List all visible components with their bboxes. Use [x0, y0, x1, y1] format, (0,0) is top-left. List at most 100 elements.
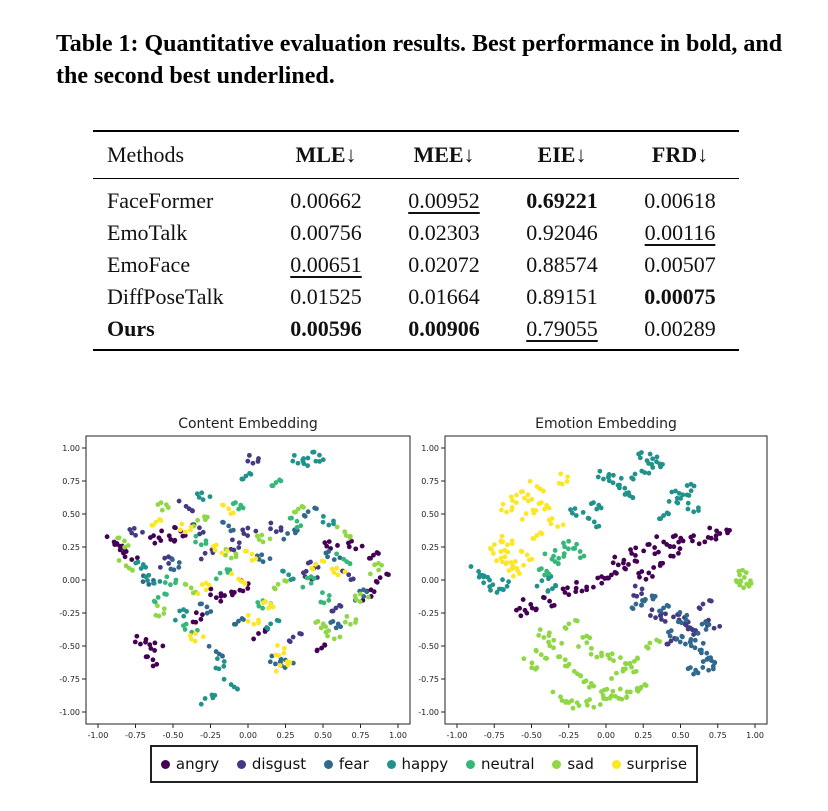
scatter-point-sad	[129, 567, 135, 573]
scatter-point-fear	[699, 621, 705, 627]
scatter-point-happy	[605, 474, 611, 480]
scatter-point-sad	[635, 655, 640, 661]
scatter-point-happy	[234, 686, 240, 692]
scatter-point-neutral	[260, 605, 266, 611]
scatter-point-angry	[160, 643, 166, 649]
mee-cell: 0.00906	[408, 316, 480, 341]
scatter-point-disgust	[176, 498, 182, 504]
scatter-point-neutral	[238, 502, 244, 508]
x-tick-label: -0.50	[521, 731, 542, 740]
scatter-point-surprise	[256, 620, 261, 626]
scatter-point-surprise	[510, 498, 515, 503]
scatter-point-disgust	[348, 577, 354, 583]
scatter-point-disgust	[245, 525, 251, 531]
scatter-point-fear	[692, 637, 698, 643]
scatter-point-happy	[240, 476, 246, 482]
scatter-point-angry	[518, 613, 524, 619]
scatter-point-angry	[229, 589, 234, 595]
scatter-point-fear	[666, 629, 671, 635]
scatter-point-sad	[325, 633, 330, 639]
scatter-point-happy	[320, 457, 326, 463]
table-row: Ours 0.00596 0.00906 0.79055 0.00289	[93, 313, 739, 350]
scatter-point-disgust	[255, 458, 261, 464]
scatter-point-disgust	[668, 638, 674, 644]
scatter-point-surprise	[245, 618, 251, 624]
scatter-point-fear	[314, 506, 319, 512]
scatter-point-neutral	[581, 553, 587, 559]
scatter-point-neutral	[298, 523, 304, 529]
scatter-point-sad	[627, 660, 633, 666]
scatter-point-fear	[325, 554, 330, 560]
scatter-point-happy	[650, 465, 656, 470]
scatter-point-happy	[291, 452, 297, 458]
x-tick-label: -0.75	[125, 731, 146, 740]
scatter-point-surprise	[226, 506, 232, 512]
scatter-point-angry	[650, 574, 655, 579]
scatter-point-fear	[710, 666, 716, 672]
scatter-point-surprise	[179, 521, 185, 527]
scatter-point-surprise	[499, 539, 505, 545]
scatter-point-surprise	[546, 517, 552, 523]
table-row: DiffPoseTalk 0.01525 0.01664 0.89151 0.0…	[93, 281, 739, 313]
mle-cell: 0.00596	[290, 316, 362, 341]
scatter-point-disgust	[246, 452, 252, 458]
scatter-point-happy	[657, 461, 663, 467]
scatter-point-disgust	[268, 520, 274, 526]
scatter-point-fear	[649, 593, 655, 599]
scatter-point-disgust	[127, 527, 133, 532]
scatter-point-disgust	[685, 626, 691, 632]
scatter-point-happy	[658, 516, 664, 522]
scatter-point-fear	[204, 604, 210, 610]
scatter-point-neutral	[173, 580, 178, 586]
method-cell: DiffPoseTalk	[107, 284, 224, 309]
scatter-point-disgust	[286, 638, 292, 644]
scatter-point-happy	[494, 590, 500, 595]
scatter-point-happy	[685, 500, 691, 506]
scatter-point-disgust	[648, 613, 653, 618]
scatter-point-sad	[657, 639, 663, 644]
scatter-point-neutral	[308, 580, 314, 586]
scatter-point-disgust	[245, 533, 251, 538]
scatter-point-sad	[183, 582, 189, 587]
scatter-point-sad	[353, 620, 358, 625]
scatter-point-fear	[228, 528, 234, 534]
scatter-point-surprise	[275, 643, 280, 648]
scatter-point-sad	[738, 579, 744, 585]
scatter-point-disgust	[346, 572, 352, 578]
scatter-point-angry	[634, 559, 640, 564]
scatter-point-happy	[691, 483, 697, 489]
scatter-point-surprise	[321, 559, 327, 564]
scatter-point-disgust	[273, 529, 279, 535]
scatter-point-disgust	[236, 545, 242, 550]
scatter-point-angry	[104, 534, 110, 540]
scatter-point-sad	[587, 635, 593, 641]
frd-cell: 0.00289	[644, 316, 716, 341]
scatter-point-sad	[741, 585, 746, 591]
scatter-point-happy	[290, 458, 296, 464]
scatter-point-disgust	[236, 540, 242, 546]
scatter-point-sad	[202, 514, 207, 520]
scatter-point-happy	[629, 475, 635, 481]
scatter-point-neutral	[193, 539, 198, 545]
method-cell: FaceFormer	[107, 188, 214, 213]
scatter-point-fear	[171, 567, 177, 573]
scatter-point-sad	[267, 536, 273, 542]
scatter-point-surprise	[512, 559, 518, 564]
plot-title: Content Embedding	[178, 416, 318, 432]
scatter-point-angry	[547, 598, 552, 604]
scatter-point-disgust	[639, 586, 645, 592]
legend-label: disgust	[251, 755, 307, 773]
scatter-point-happy	[591, 519, 597, 525]
scatter-point-surprise	[193, 631, 198, 637]
scatter-point-angry	[612, 554, 618, 560]
scatter-point-neutral	[182, 627, 188, 632]
scatter-point-angry	[713, 536, 719, 542]
scatter-point-surprise	[150, 522, 156, 528]
scatter-point-happy	[286, 572, 292, 578]
scatter-point-angry	[670, 534, 676, 540]
scatter-point-disgust	[305, 560, 311, 566]
scatter-point-sad	[334, 524, 340, 530]
scatter-point-happy	[481, 580, 487, 586]
scatter-point-sad	[342, 529, 348, 535]
scatter-point-angry	[148, 646, 154, 651]
